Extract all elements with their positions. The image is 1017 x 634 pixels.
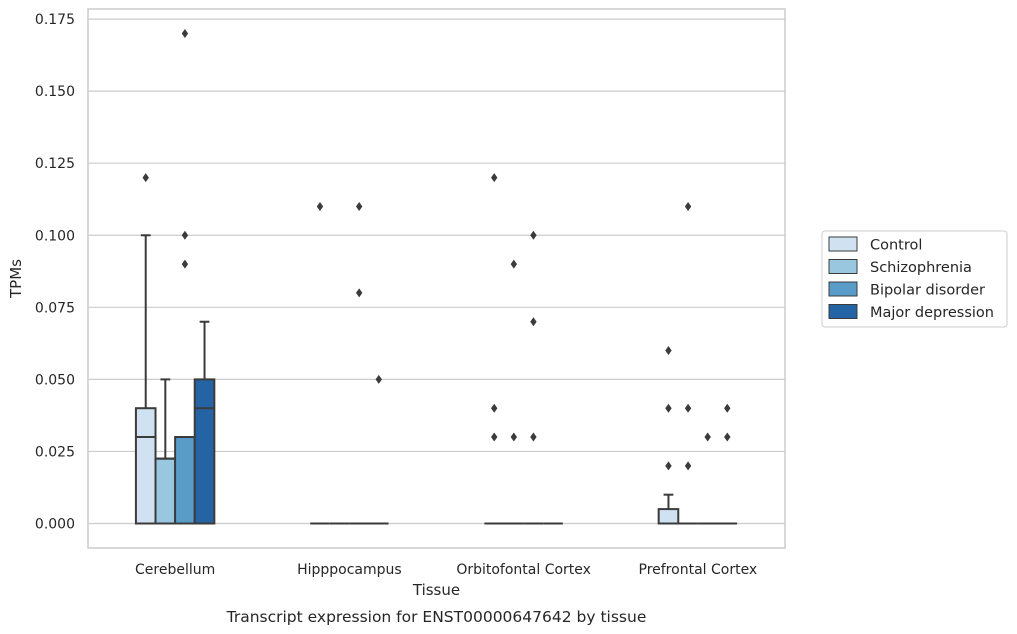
box-control (657, 493, 680, 525)
legend-frame (821, 230, 1008, 328)
y-tick-label: 0.025 (35, 444, 75, 460)
legend-swatch (828, 236, 858, 252)
y-tick-label: 0.150 (35, 84, 75, 100)
box-bipolar-disorder (174, 436, 196, 525)
outlier-point (665, 403, 672, 413)
y-tick-labels: 0.000 0.025 0.050 0.075 0.100 0.125 0.150 0.175 (35, 12, 75, 532)
outlier-point (530, 432, 537, 442)
box-body (134, 407, 157, 525)
outlier-point (316, 201, 324, 211)
outlier-point (491, 403, 498, 413)
outlier-point (355, 288, 363, 298)
x-tick-label: Hipppocampus (297, 562, 402, 578)
outlier-point (530, 317, 537, 327)
outlier-point (510, 432, 518, 442)
outlier-point (684, 461, 692, 471)
x-tick-label: Prefrontal Cortex (639, 562, 758, 578)
outlier-point (491, 173, 498, 183)
x-tick-label: Orbitofontal Cortex (456, 562, 591, 578)
legend-label: Major depression (870, 305, 994, 321)
outlier-point (684, 403, 692, 413)
outlier-point (530, 230, 537, 240)
outlier-point (510, 259, 518, 269)
outlier-point (181, 230, 189, 240)
outlier-point (704, 432, 711, 442)
y-tick-label: 0.050 (35, 372, 75, 388)
x-tick-labels: Cerebellum Hipppocampus Orbitofontal Corte… (135, 562, 757, 578)
y-tick-label: 0.100 (35, 228, 75, 244)
outlier-point (375, 374, 382, 384)
y-axis-label: TPMs (7, 259, 25, 299)
box-control (134, 234, 157, 525)
y-tick-label: 0.175 (35, 12, 75, 28)
legend-label: Bipolar disorder (870, 283, 985, 299)
box-major-depression (193, 320, 216, 525)
x-axis-label: Tissue (412, 581, 460, 599)
box-body (657, 508, 680, 525)
boxes (134, 234, 738, 525)
outlier-point (491, 432, 498, 442)
legend: Control Schizophrenia Bipolar disorder Majo… (821, 230, 1008, 328)
y-tick-label: 0.000 (35, 517, 75, 533)
box-schizophrenia (154, 378, 177, 525)
outliers (142, 29, 731, 471)
legend-swatch (828, 281, 858, 297)
outlier-point (181, 259, 189, 269)
legend-label: Control (870, 238, 922, 254)
outlier-point (724, 403, 731, 413)
plot-frame (87, 8, 786, 549)
box-body (193, 378, 216, 525)
outlier-point (142, 173, 149, 183)
chart-caption: Transcript expression for ENST0000064764… (226, 608, 647, 626)
outlier-point (665, 461, 672, 471)
legend-swatch (828, 259, 858, 274)
outlier-point (665, 346, 672, 356)
outlier-point (355, 201, 363, 211)
outlier-point (724, 432, 731, 442)
outlier-point (684, 201, 692, 211)
y-tick-label: 0.075 (35, 300, 75, 316)
box-body (154, 457, 177, 525)
box-body (174, 436, 196, 525)
legend-swatch (828, 304, 858, 319)
legend-label: Schizophrenia (870, 260, 972, 276)
y-tick-label: 0.125 (35, 156, 75, 172)
outlier-point (181, 29, 189, 38)
x-tick-label: Cerebellum (135, 562, 215, 578)
